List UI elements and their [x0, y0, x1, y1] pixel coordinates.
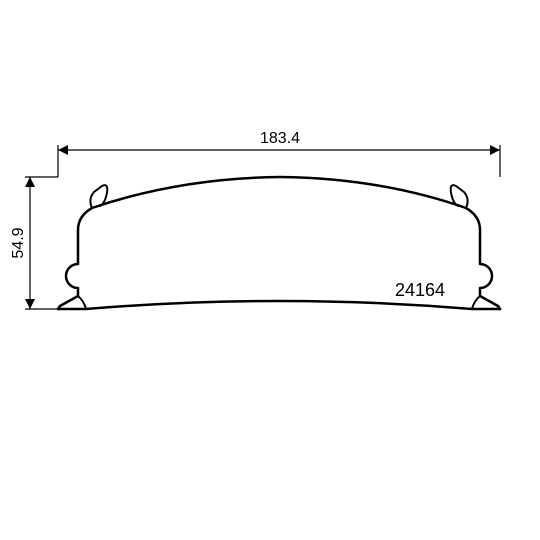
pad-right-inner: [472, 296, 480, 309]
arrowhead-bottom: [25, 299, 35, 309]
arrowhead-top: [25, 177, 35, 187]
dim-height-value: 54.9: [10, 227, 27, 258]
part-number: 24164: [395, 280, 445, 300]
arrowhead-right: [490, 145, 500, 155]
arrowhead-left: [58, 145, 68, 155]
dim-width-value: 183.4: [260, 130, 300, 147]
pad-left-inner: [78, 296, 86, 309]
pad-bottom-arc: [58, 301, 500, 309]
pad-left-side: [58, 230, 78, 309]
dimension-horizontal: 183.4: [58, 130, 500, 177]
dimension-vertical: 54.9: [10, 177, 58, 309]
drawing-canvas: 183.4 54.9 24164: [0, 0, 540, 540]
pad-top-arc: [78, 177, 480, 230]
pad-right-side: [480, 230, 500, 309]
